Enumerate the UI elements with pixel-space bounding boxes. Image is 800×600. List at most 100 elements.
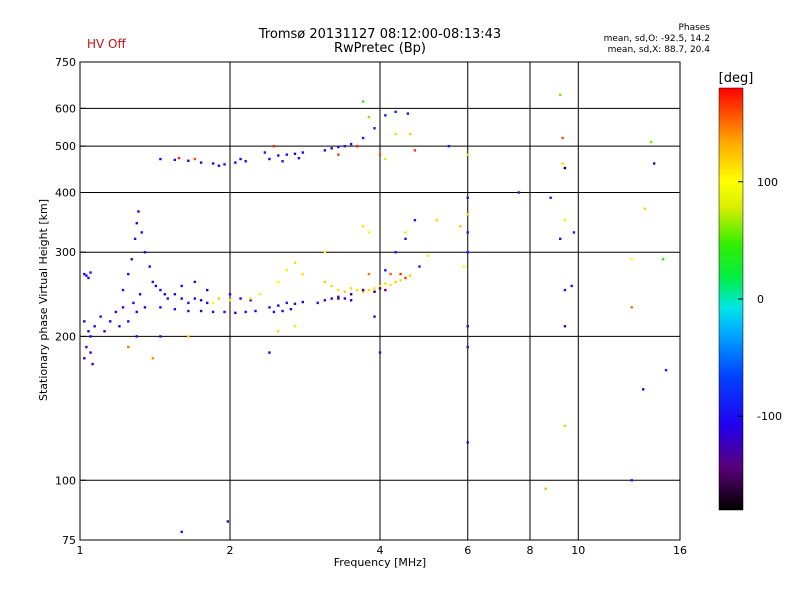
data-point [239,297,242,300]
data-point [140,231,143,234]
y-axis-label: Stationary phase Virtual Height [km] [37,199,50,401]
y-tick-label: 500 [55,140,76,153]
data-point [121,288,125,292]
data-point [87,276,90,280]
data-point [89,271,92,274]
y-tick-label: 100 [55,474,76,487]
data-point [217,164,221,167]
data-point [187,335,190,338]
data-point [199,299,203,302]
x-tick-label: 16 [673,544,687,557]
data-point [148,265,151,268]
data-point [517,191,521,194]
data-point [649,140,653,144]
data-point [361,288,365,292]
data-point [394,251,397,254]
data-point [285,301,288,305]
data-point [349,293,353,296]
y-tick-label: 600 [55,102,76,115]
data-point [163,293,167,296]
data-point [563,166,567,170]
data-point [143,251,147,254]
data-point [544,487,547,490]
data-point [367,115,371,119]
data-point [254,309,257,313]
data-point [373,127,376,130]
data-point [361,136,365,140]
data-point [466,345,469,349]
data-point [394,132,397,136]
data-point [406,112,410,115]
data-point [293,325,297,328]
data-point [355,144,359,148]
data-point [121,306,125,309]
data-point [563,219,567,222]
data-point [85,274,88,277]
data-point [652,162,656,165]
data-point [330,284,333,288]
data-point [630,306,633,309]
data-point [643,207,647,210]
data-point [226,520,230,523]
data-point [343,144,347,148]
data-point [127,320,130,323]
data-point [349,142,353,146]
data-point [143,306,147,309]
data-point [394,280,397,284]
data-point [193,297,197,300]
data-point [466,231,469,234]
x-tick-label: 4 [377,544,384,557]
data-point [361,290,365,293]
data-point [384,157,387,161]
data-point [466,441,469,444]
data-point [404,276,407,280]
data-point [132,301,135,305]
data-point [234,161,237,164]
data-point [323,299,327,302]
data-point [409,132,412,136]
data-point [427,254,430,257]
data-point [384,288,387,292]
data-point [89,351,92,354]
data-point [293,152,297,155]
data-point [83,320,86,323]
data-point [177,156,181,160]
data-point [223,310,226,314]
data-point [193,280,197,284]
data-point [330,147,333,150]
data-point [404,231,407,234]
data-point [159,335,162,338]
data-point [272,144,276,148]
data-point [281,160,284,163]
data-point [99,315,102,318]
data-point [114,310,118,314]
data-point [399,279,402,282]
data-point [130,258,133,261]
data-point [323,251,327,254]
data-point [337,288,340,292]
data-point [384,114,387,117]
data-point [187,159,190,162]
y-tick-label: 200 [55,330,76,343]
data-point [205,288,209,292]
data-point [234,311,237,315]
data-point [378,153,382,156]
data-point [263,151,267,154]
data-point [349,299,353,302]
data-point [135,335,138,338]
data-point [563,325,567,328]
data-point [228,293,232,296]
data-point [272,310,276,314]
data-point [244,310,247,314]
data-point [664,368,668,372]
data-point [268,351,271,354]
x-tick-label: 10 [571,544,585,557]
data-point [337,145,340,149]
data-point [83,272,86,276]
colorbar-label: [deg] [719,71,754,86]
data-point [93,325,96,328]
data-point [151,280,155,284]
data-point [173,158,177,162]
data-point [563,424,567,428]
data-points [83,93,668,534]
